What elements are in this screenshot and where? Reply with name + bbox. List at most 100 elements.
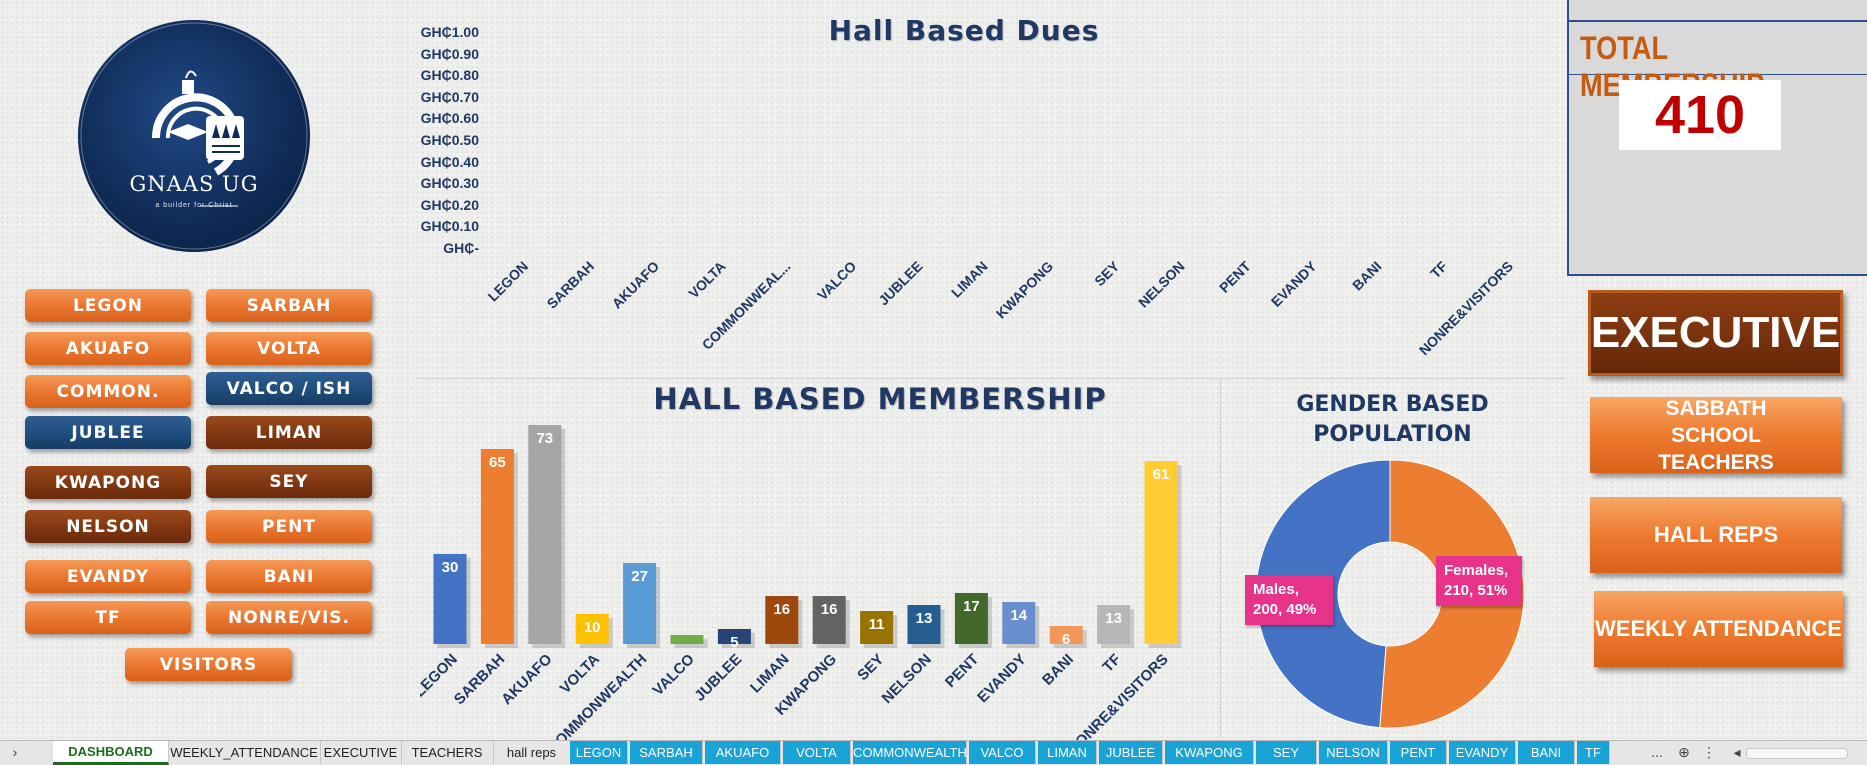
sheet-tab-valco[interactable]: VALCO — [969, 741, 1036, 764]
membership-x-label: BANI — [1039, 651, 1077, 689]
dues-x-label: BANI — [1349, 258, 1385, 294]
dues-x-label: JUBLEE — [874, 258, 926, 309]
bar-value-label: 6 — [1062, 631, 1070, 648]
sheet-tab-nelson[interactable]: NELSON — [1319, 741, 1388, 764]
hall-button-nonre-vis[interactable]: NONRE/VIS. — [206, 601, 372, 634]
dues-y-tick: GH₵- — [443, 240, 479, 256]
options-icon[interactable]: ⋮ — [1702, 744, 1716, 760]
gnaas-logo: GNAAS UG a builder for Christ — [78, 20, 310, 252]
total-membership-rule-mid — [1569, 74, 1867, 75]
dues-y-tick: GH₵1.00 — [420, 24, 479, 40]
sheet-tab-hall-reps[interactable]: hall reps — [493, 741, 571, 764]
bar-value-label: 61 — [1153, 466, 1170, 483]
hall-button-akuafo[interactable]: AKUAFO — [25, 332, 191, 365]
bar-bani — [1049, 626, 1083, 644]
bar-value-label: 10 — [584, 619, 601, 636]
sheet-tab-weekly-attendance[interactable]: WEEKLY_ATTENDANCE — [168, 741, 321, 764]
sabbath-school-teachers-button[interactable]: SABBATH SCHOOL TEACHERS — [1590, 397, 1842, 474]
hall-button-kwapong[interactable]: KWAPONG — [25, 466, 191, 499]
bar-evandy — [1002, 602, 1036, 644]
membership-chart-title: HALL BASED MEMBERSHIP — [653, 382, 1107, 416]
hall-reps-button[interactable]: HALL REPS — [1590, 497, 1842, 573]
hall-button-valco-ish[interactable]: VALCO / ISH — [206, 372, 372, 405]
sheet-tab-evandy[interactable]: EVANDY — [1449, 741, 1516, 764]
hall-button-nelson[interactable]: NELSON — [25, 510, 191, 543]
sheet-tab-pent[interactable]: PENT — [1390, 741, 1447, 764]
membership-bar-chart: 30LEGON65SARBAH73AKUAFO10VOLTA27COMMONWE… — [420, 425, 1182, 740]
dues-x-label: AKUAFO — [608, 258, 663, 312]
bar-value-label: 14 — [1010, 607, 1027, 624]
sheet-tab-sey[interactable]: SEY — [1256, 741, 1317, 764]
dues-y-tick: GH₵0.60 — [420, 110, 479, 127]
membership-x-label: JUBLEE — [691, 651, 745, 705]
dues-x-label: LEGON — [484, 258, 532, 305]
hall-button-common[interactable]: COMMON. — [25, 375, 191, 408]
membership-x-label: SARBAH — [451, 651, 508, 708]
dues-x-label: LIMAN — [948, 258, 991, 301]
hall-button-legon[interactable]: LEGON — [25, 289, 191, 322]
total-membership-rule-top — [1569, 20, 1867, 22]
hall-button-jublee[interactable]: JUBLEE — [25, 416, 191, 449]
weekly-attendance-button[interactable]: WEEKLY ATTENDANCE — [1594, 591, 1843, 667]
hall-button-pent[interactable]: PENT — [206, 510, 372, 543]
sheet-tab-liman[interactable]: LIMAN — [1038, 741, 1097, 764]
bar-pent — [954, 593, 988, 644]
logo-text: GNAAS UG — [129, 172, 259, 196]
sheet-tab-tf[interactable]: TF — [1577, 741, 1610, 764]
sheet-tab-legon[interactable]: LEGON — [570, 741, 628, 764]
dues-x-label: SARBAH — [543, 258, 597, 312]
gender-chart-divider — [1220, 378, 1221, 738]
logo-emblem-icon — [80, 22, 308, 250]
scroll-tabs-left-icon[interactable]: › — [12, 744, 18, 760]
dues-x-label: NELSON — [1135, 258, 1188, 311]
sheet-tab-dashboard[interactable]: DASHBOARD — [53, 741, 169, 765]
bar-value-label: 11 — [869, 616, 885, 633]
hall-button-volta[interactable]: VOLTA — [206, 332, 372, 365]
hall-button-sarbah[interactable]: SARBAH — [206, 289, 372, 322]
gender-chart-title: GENDER BASED POPULATION — [1296, 392, 1489, 447]
add-sheet-icon[interactable]: ⊕ — [1678, 744, 1690, 760]
visitors-button[interactable]: VISITORS — [125, 648, 292, 681]
sheet-tab-commonwealth[interactable]: COMMONWEALTH — [853, 741, 967, 764]
sheet-tab-akuafo[interactable]: AKUAFO — [705, 741, 781, 764]
dues-x-label: SEY — [1091, 258, 1123, 290]
bar-value-label: 13 — [1105, 610, 1122, 627]
sheet-tab-teachers[interactable]: TEACHERS — [401, 741, 494, 764]
hall-button-bani[interactable]: BANI — [206, 560, 372, 593]
hall-button-tf[interactable]: TF — [25, 601, 191, 634]
scroll-left-icon[interactable]: ◂ — [1733, 744, 1741, 760]
bar-value-label: 30 — [442, 559, 459, 576]
bar-value-label: 13 — [916, 610, 933, 627]
dues-x-label: VALCO — [814, 258, 860, 304]
dues-y-tick: GH₵0.30 — [420, 175, 479, 192]
dues-y-tick: GH₵0.10 — [420, 218, 479, 235]
bar-kwapong — [812, 596, 846, 644]
dues-x-label: KWAPONG — [993, 258, 1057, 322]
dues-chart-divider — [416, 378, 1566, 379]
bar-value-label: 73 — [536, 430, 553, 447]
sheet-tab-bar: › DASHBOARD WEEKLY_ATTENDANCE EXECUTIVE TEA… — [0, 740, 1867, 765]
hall-button-liman[interactable]: LIMAN — [206, 416, 372, 449]
membership-x-label: AKUAFO — [498, 651, 556, 709]
sheet-tab-jublee[interactable]: JUBLEE — [1099, 741, 1163, 764]
bar-value-label: 65 — [489, 454, 506, 471]
membership-x-label: SEY — [854, 651, 887, 684]
sheet-tab-sarbah[interactable]: SARBAH — [630, 741, 703, 764]
more-tabs[interactable]: ... — [1651, 744, 1663, 760]
dues-x-label: EVANDY — [1267, 258, 1320, 310]
sheet-tab-bani[interactable]: BANI — [1518, 741, 1575, 764]
membership-x-label: NELSON — [879, 651, 935, 707]
bar-jublee — [717, 629, 751, 644]
hall-button-evandy[interactable]: EVANDY — [25, 560, 191, 593]
bar-nelson — [907, 605, 941, 644]
sheet-tab-executive[interactable]: EXECUTIVE — [320, 741, 402, 764]
hall-button-sey[interactable]: SEY — [206, 465, 372, 498]
total-membership-panel — [1567, 0, 1867, 276]
executive-button[interactable]: EXECUTIVE — [1588, 290, 1843, 376]
bar-akuafo — [528, 425, 562, 644]
sheet-tab-volta[interactable]: VOLTA — [783, 741, 851, 764]
bar-nonre-visitors — [1144, 461, 1178, 644]
sheet-tab-kwapong[interactable]: KWAPONG — [1165, 741, 1254, 764]
bar-sey — [860, 611, 894, 644]
horizontal-scrollbar[interactable] — [1746, 748, 1848, 759]
